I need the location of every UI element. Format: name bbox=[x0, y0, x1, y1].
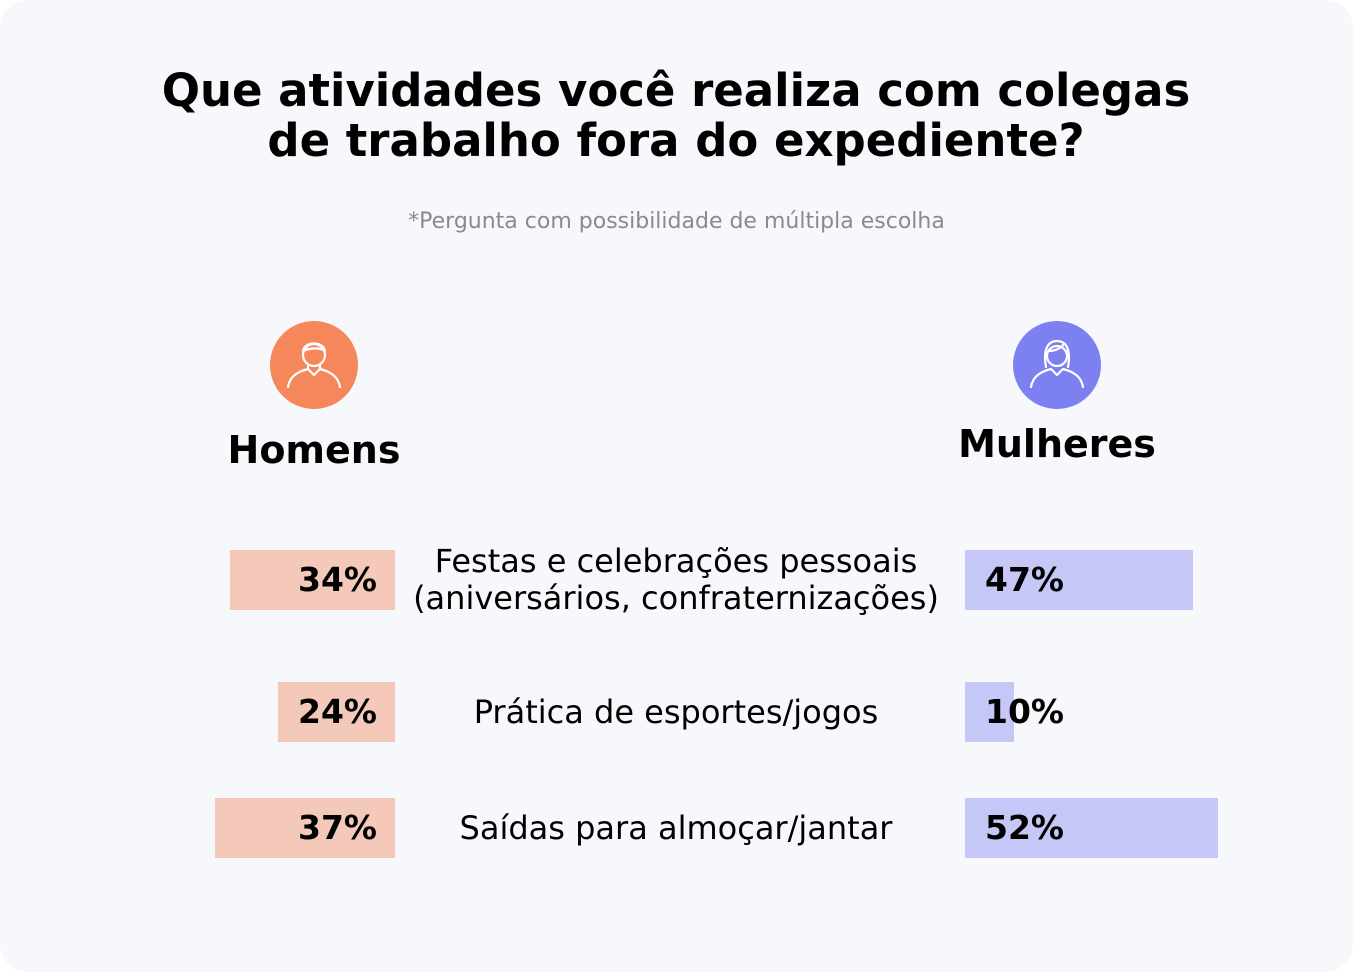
value-label: 34% bbox=[298, 560, 377, 599]
series-icon bbox=[1013, 321, 1101, 409]
category-label: Festas e celebrações pessoais (aniversár… bbox=[413, 542, 939, 617]
value-label: 37% bbox=[298, 808, 377, 847]
legend-label: Homens bbox=[227, 428, 401, 472]
category-label: Saídas para almoçar/jantar bbox=[459, 808, 893, 847]
person-icon bbox=[1029, 339, 1085, 389]
bar bbox=[965, 682, 1014, 742]
bar bbox=[229, 550, 395, 610]
bar bbox=[965, 798, 1218, 858]
value-label: 52% bbox=[985, 808, 1064, 847]
bar bbox=[965, 550, 1194, 610]
value-label: 10% bbox=[985, 692, 1064, 731]
person-icon bbox=[286, 342, 342, 389]
chart-title: Que atividades você realiza com colegas … bbox=[161, 64, 1191, 167]
series-icon bbox=[270, 321, 358, 409]
legend-label: Mulheres bbox=[958, 422, 1156, 466]
value-label: 24% bbox=[298, 692, 377, 731]
bar bbox=[215, 798, 395, 858]
bar bbox=[278, 682, 395, 742]
category-label: Prática de esportes/jogos bbox=[473, 692, 879, 731]
chart-subtitle: *Pergunta com possibilidade de múltipla … bbox=[408, 209, 945, 234]
value-label: 47% bbox=[985, 560, 1064, 599]
